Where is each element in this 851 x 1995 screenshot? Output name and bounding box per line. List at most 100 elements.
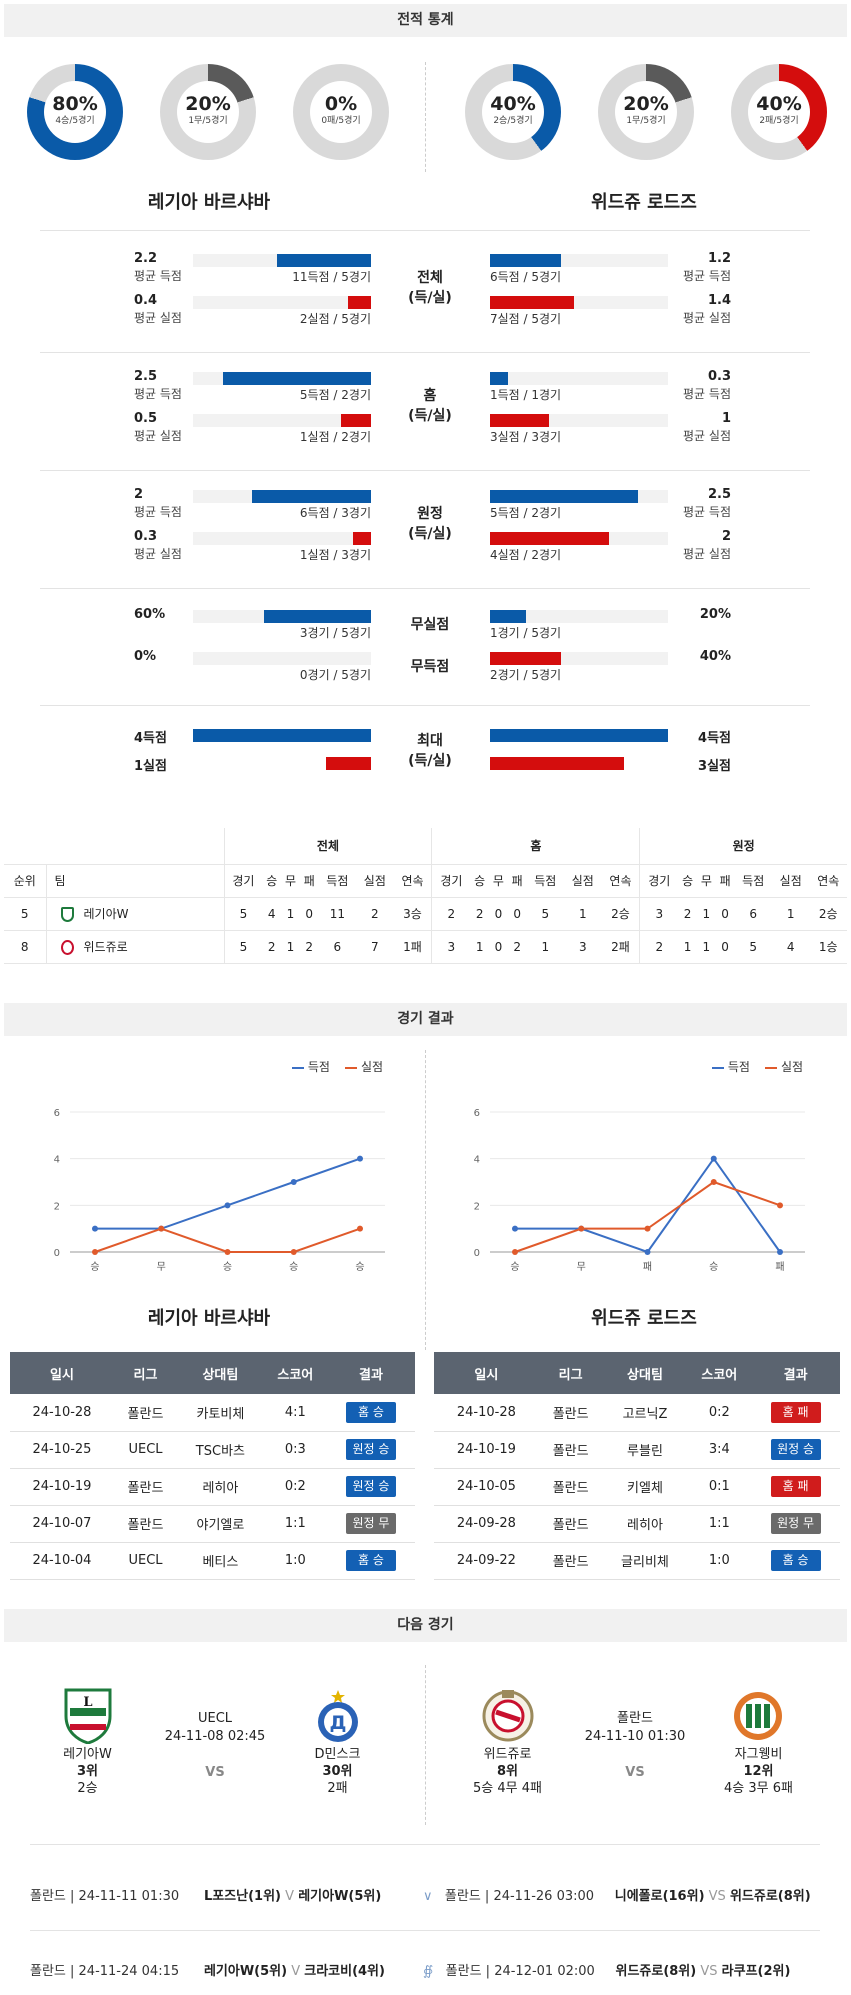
result-row[interactable]: 24-10-04 UECL 베티스 1:0 홈 승: [10, 1542, 415, 1580]
data-point: [644, 1249, 651, 1255]
team-logo-icon: [60, 940, 74, 955]
value: 카토비체: [196, 1406, 245, 1422]
y-tick-label: 2: [54, 1201, 60, 1212]
result-cell: 24-10-07: [10, 1505, 114, 1543]
double-chevron-down-icon: ∯: [423, 1964, 434, 1979]
column-header: 일시: [10, 1352, 114, 1394]
legend-scored: 득점: [727, 1060, 750, 1074]
chart-divider: [425, 1050, 426, 1350]
value: 24-09-28: [456, 1516, 516, 1531]
standings-header-row: 순위 팀 경기 승 무 패 득점 실점 연속 경기 승 무 패 득점 실점 연속 경기 승 무 패 득점 실점 연속: [4, 864, 847, 898]
column-header: 연속: [393, 864, 433, 898]
result-row[interactable]: 24-10-19 폴란드 레히아 0:2 원정 승: [10, 1468, 415, 1506]
data-point: [710, 1179, 717, 1185]
fixture-3[interactable]: 폴란드 | 24-11-24 04:15 레기아W(5위) V 크라코비(4위): [30, 1960, 385, 1979]
home-next-team1: 레기아W 3위 2승: [35, 1746, 140, 1797]
result-cell: 고르닉Z: [602, 1394, 688, 1432]
fixture-2[interactable]: ∨ 폴란드 | 24-11-26 03:00 니에폴로(16위) VS 위드쥬로…: [423, 1885, 811, 1904]
away-max-value: 3실점: [698, 759, 731, 774]
home-stat-value: 2.5: [134, 369, 158, 384]
value: 폴란드: [552, 1481, 589, 1496]
value: 폴란드: [552, 1444, 589, 1459]
data-point: [512, 1225, 518, 1232]
donut-divider: [425, 62, 426, 172]
data-point: [290, 1179, 297, 1185]
home-stat-value: 2: [134, 487, 144, 502]
home-max-value: 1실점: [134, 759, 167, 774]
result-cell: 4:1: [263, 1394, 327, 1432]
home-bar-caption: 0경기 / 5경기: [299, 668, 371, 682]
away-max-bar: [490, 757, 624, 770]
result-cell: 루블린: [602, 1431, 688, 1469]
result-cell: 폴란드: [538, 1505, 603, 1543]
label-sub: (득/실): [408, 408, 452, 424]
result-row[interactable]: 24-10-05 폴란드 키엘체 0:1 홈 패: [434, 1468, 840, 1506]
stat-cell: 1: [696, 897, 716, 931]
team-rank: 30위: [322, 1764, 353, 1779]
donut-center: 40% 2승/5경기: [482, 81, 544, 143]
stat-cell: 1: [281, 897, 300, 931]
result-row[interactable]: 24-10-25 UECL TSC바츠 0:3 원정 승: [10, 1431, 415, 1469]
result-cell: 글리비체: [602, 1542, 688, 1580]
home-stat-label: 평균 득점: [134, 387, 182, 401]
donut-record: 4승/5경기: [55, 116, 95, 126]
divider: [30, 1930, 820, 1931]
stat-cell: 1: [526, 930, 565, 964]
result-row[interactable]: 24-10-19 폴란드 루블린 3:4 원정 승: [434, 1431, 840, 1469]
result-badge: 홈 패: [770, 1476, 821, 1497]
label-sub: (득/실): [408, 753, 452, 769]
column-header: 승: [470, 864, 490, 898]
data-point: [777, 1202, 783, 1209]
team-cell: 레기아W: [46, 897, 225, 931]
value: 베티스: [202, 1555, 239, 1570]
column-header: 스코어: [687, 1352, 752, 1394]
fixture-team-b: 크라코비(4위): [304, 1964, 385, 1979]
team-rank: 8위: [496, 1764, 518, 1779]
blank-cell: [4, 828, 225, 865]
result-badge: 원정 승: [345, 1476, 396, 1497]
column-header: 실점: [564, 864, 602, 898]
result-cell: 홈 승: [326, 1394, 415, 1432]
results-header-row: 일시 리그 상대팀 스코어 결과: [10, 1352, 415, 1394]
home-bar: [341, 414, 371, 427]
fixture-4[interactable]: ∯ 폴란드 | 24-12-01 02:00 위드쥬로(8위) VS 라쿠프(2…: [423, 1960, 790, 1979]
stat-group-label: 홈 (득/실): [390, 386, 470, 426]
fixture-team-b: 라쿠프(2위): [721, 1964, 791, 1979]
value: 0: [494, 939, 503, 954]
value: 4: [267, 906, 276, 921]
result-cell: 24-10-19: [10, 1468, 114, 1506]
standings-row[interactable]: 5 레기아W 5 4 1 0 11 2 3승 2 2 0 0 5 1 2승 3 2 1 0 6 1 2승: [4, 897, 847, 931]
dinamo-crest-icon: Д: [318, 1690, 358, 1742]
result-cell: 야기엘로: [177, 1505, 264, 1543]
stat-cell: 2: [299, 930, 319, 964]
standings-row[interactable]: 8 위드쥬로 5 2 1 2 6 7 1패 3 1 0 2 1 3 2패 2 1 1 0 5 4 1승: [4, 930, 847, 964]
result-badge: 홈 승: [345, 1401, 396, 1423]
value: 2: [305, 939, 314, 954]
away-stat-label: 평균 실점: [683, 311, 731, 325]
value: 2승: [611, 907, 630, 921]
result-row[interactable]: 24-10-28 폴란드 카토비체 4:1 홈 승: [10, 1394, 415, 1432]
home-stat-value: 0.5: [134, 411, 158, 426]
group-header: 원정: [639, 828, 847, 865]
x-tick-label: 승: [289, 1261, 298, 1273]
result-row[interactable]: 24-09-22 폴란드 글리비체 1:0 홈 승: [434, 1542, 840, 1580]
fixture-1[interactable]: 폴란드 | 24-11-11 01:30 L포즈난(1위) V 레기아W(5위): [30, 1885, 381, 1904]
value: 루블린: [627, 1444, 663, 1459]
home-results-chart: 0 2 4 6 승 무 승 승 승: [54, 1108, 385, 1273]
fixture-vs: V: [291, 1964, 301, 1979]
zaglebie-crest-icon: [734, 1692, 782, 1740]
result-row[interactable]: 24-09-28 폴란드 레히아 1:1 원정 무: [434, 1505, 840, 1543]
value: 3승: [403, 907, 422, 921]
result-cell: 원정 승: [326, 1431, 415, 1469]
away-team-name: 위드쥬 로드즈: [591, 192, 697, 213]
column-header: 경기: [639, 864, 679, 898]
result-row[interactable]: 24-10-28 폴란드 고르닉Z 0:2 홈 패: [434, 1394, 840, 1432]
value: 3: [655, 906, 664, 921]
value: 1: [786, 906, 795, 921]
away-bar: [490, 414, 549, 427]
value: 0:3: [284, 1442, 306, 1457]
fixture-team-a: 니에폴로(16위): [614, 1889, 705, 1904]
vs-label: VS: [625, 1765, 645, 1780]
divider: [40, 588, 810, 589]
result-row[interactable]: 24-10-07 폴란드 야기엘로 1:1 원정 무: [10, 1505, 415, 1543]
